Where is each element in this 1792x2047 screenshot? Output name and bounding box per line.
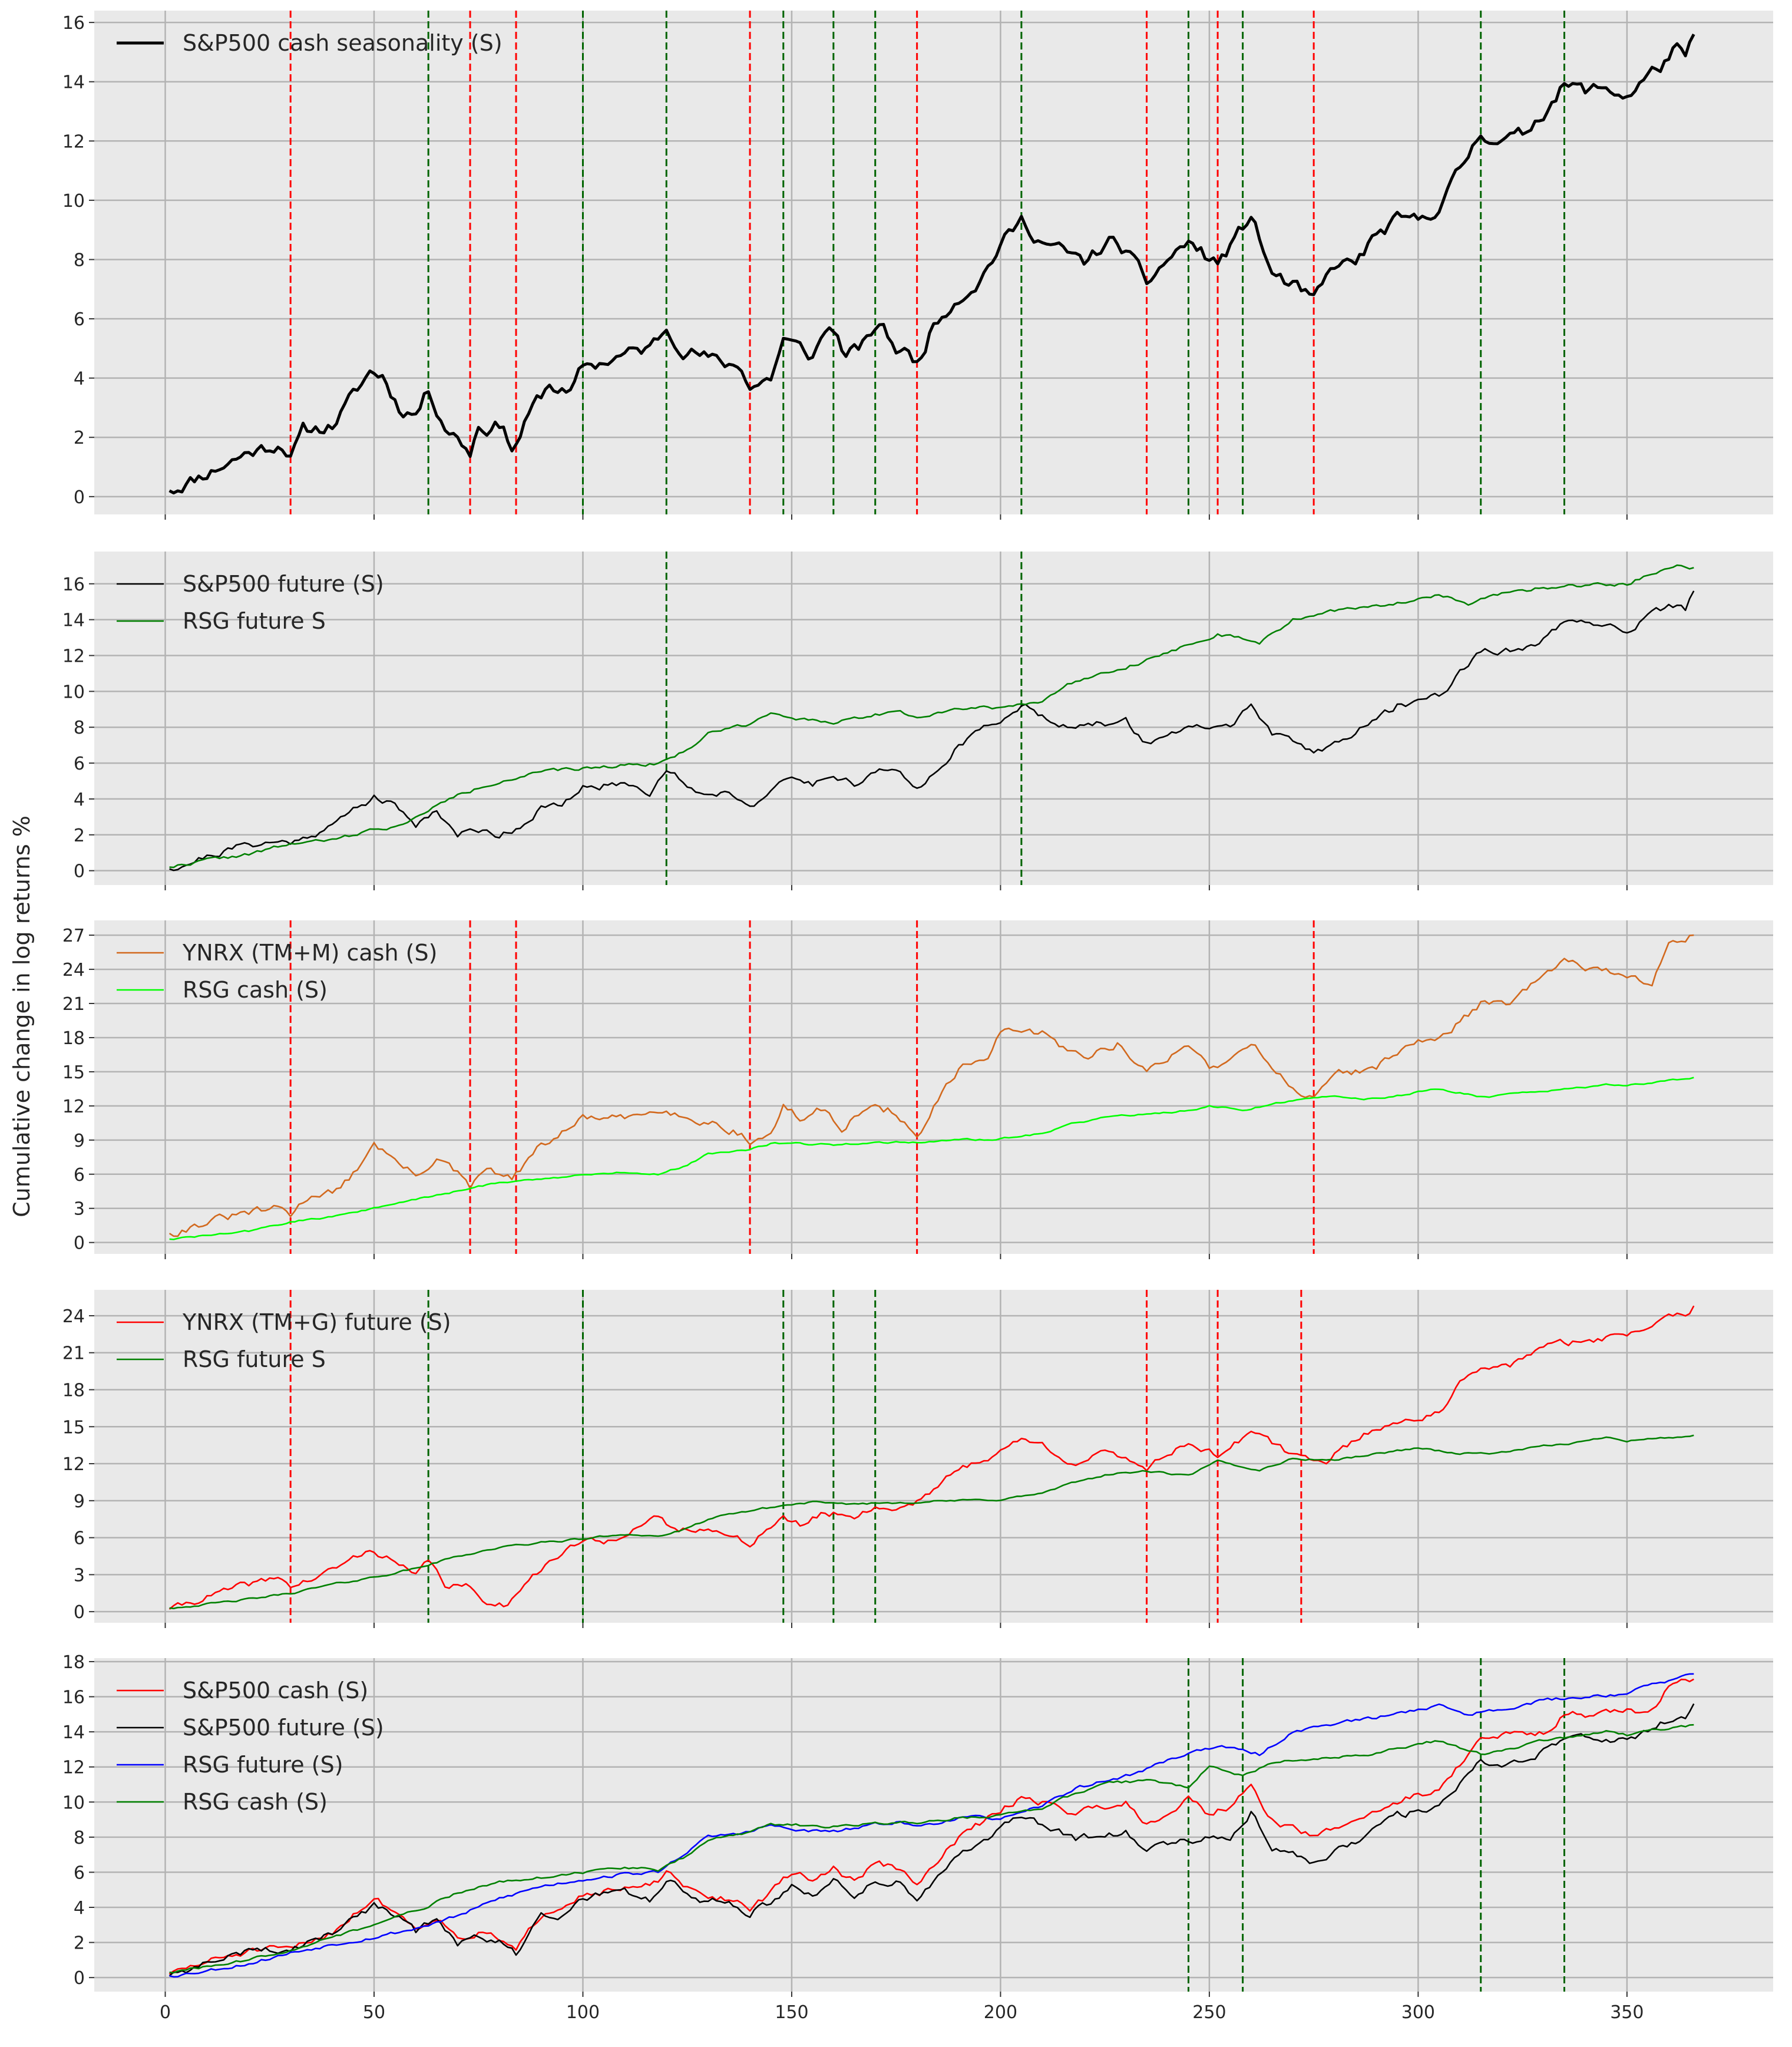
legend-label: S&P500 cash (S) — [183, 1678, 368, 1703]
y-tick-label: 14 — [62, 72, 85, 93]
series-line-4 — [169, 1724, 1694, 1974]
y-tick-label: 18 — [62, 1381, 85, 1401]
y-tick-label: 6 — [74, 754, 85, 774]
plot-layer — [168, 1290, 1695, 1623]
chart-panel-1: 0 2 4 6 8 10 12 14 16 S&P500 cash seasonality (S) — [62, 11, 1773, 520]
series-line-2 — [169, 564, 1694, 869]
y-tick-label: 4 — [74, 369, 85, 389]
y-tick-label: 6 — [74, 1863, 85, 1883]
y-tick-label: 10 — [62, 191, 85, 212]
chart-panel-4: 0 3 6 9 12 15 18 21 24 YNRX (TM+G) future (S) RSG … — [62, 1290, 1773, 1628]
legend: YNRX (TM+M) cash (S) RSG cash (S) — [117, 940, 437, 1003]
y-tick-label: 8 — [74, 250, 85, 270]
legend-label: YNRX (TM+M) cash (S) — [182, 940, 437, 966]
y-tick-label: 3 — [74, 1565, 85, 1586]
x-tick-label: 350 — [1610, 2002, 1644, 2023]
y-tick-label: 16 — [62, 1688, 85, 1708]
legend-label: RSG cash (S) — [183, 977, 328, 1003]
legend-label: S&P500 cash seasonality (S) — [183, 30, 502, 56]
y-tick-label: 16 — [62, 13, 85, 34]
y-tick-label: 12 — [62, 646, 85, 666]
plot-layer — [168, 11, 1695, 514]
y-tick-label: 2 — [74, 1933, 85, 1954]
x-tick-label: 100 — [566, 2002, 600, 2023]
chart-panel-5: 0 2 4 6 8 10 12 14 16 18 0 50 100 150 200 250 300 350 S&P5… — [62, 1652, 1773, 2023]
series-line-2 — [169, 1434, 1694, 1610]
y-tick-label: 16 — [62, 575, 85, 595]
y-axis-label: Cumulative change in log returns % — [9, 816, 35, 1217]
legend: S&P500 future (S) RSG future S — [117, 571, 384, 634]
series-line-2 — [168, 1703, 1695, 1977]
plot-area — [94, 1290, 1773, 1623]
plot-layer — [168, 1658, 1695, 1992]
legend-label: RSG future S — [183, 608, 326, 634]
x-tick-label: 50 — [363, 2002, 385, 2023]
legend-label: S&P500 future (S) — [183, 571, 384, 597]
y-tick-label: 15 — [62, 1417, 85, 1438]
y-tick-label: 8 — [74, 718, 85, 738]
x-tick-label: 300 — [1401, 2002, 1435, 2023]
y-tick-label: 6 — [74, 1165, 85, 1186]
x-tick-label: 0 — [160, 2002, 171, 2023]
y-tick-label: 18 — [62, 1028, 85, 1049]
y-tick-label: 0 — [74, 861, 85, 882]
y-tick-label: 6 — [74, 309, 85, 330]
plot-layer — [169, 552, 1695, 885]
y-tick-label: 0 — [74, 1968, 85, 1989]
y-tick-label: 12 — [62, 131, 85, 152]
legend: S&P500 cash seasonality (S) — [117, 30, 502, 56]
chart-panel-3: 0 3 6 9 12 15 18 21 24 27 YNRX (TM+M) cash (S) RSG … — [62, 920, 1773, 1259]
y-tick-label: 21 — [62, 994, 85, 1015]
y-tick-label: 10 — [62, 682, 85, 702]
plot-area — [94, 11, 1773, 514]
chart-panel-2: 0 2 4 6 8 10 12 14 16 S&P500 future (S) RSG future… — [62, 552, 1773, 890]
y-tick-label: 18 — [62, 1652, 85, 1673]
y-tick-label: 0 — [74, 1602, 85, 1623]
legend: S&P500 cash (S) S&P500 future (S) RSG futu… — [117, 1678, 384, 1815]
plot-layer — [168, 920, 1694, 1254]
legend-label: S&P500 future (S) — [183, 1715, 384, 1741]
y-tick-label: 6 — [74, 1528, 85, 1549]
legend-label: YNRX (TM+G) future (S) — [182, 1309, 451, 1335]
y-tick-label: 24 — [62, 960, 85, 980]
series-line-1 — [169, 590, 1695, 871]
series-line-3 — [169, 1673, 1694, 1978]
y-tick-label: 0 — [74, 1233, 85, 1254]
y-tick-label: 8 — [74, 1828, 85, 1848]
series-line-1 — [168, 1305, 1695, 1610]
y-tick-label: 14 — [62, 610, 85, 631]
y-tick-label: 2 — [74, 428, 85, 448]
y-tick-label: 15 — [62, 1062, 85, 1083]
y-tick-label: 9 — [74, 1131, 85, 1151]
legend-label: RSG future (S) — [183, 1752, 343, 1778]
series-line-2 — [169, 1077, 1694, 1240]
y-tick-label: 4 — [74, 1898, 85, 1919]
y-tick-label: 12 — [62, 1454, 85, 1475]
plot-area — [94, 920, 1773, 1254]
legend: YNRX (TM+G) future (S) RSG future S — [117, 1309, 451, 1372]
y-tick-label: 27 — [62, 926, 85, 946]
series-line-1 — [168, 34, 1695, 495]
y-tick-label: 0 — [74, 487, 85, 508]
legend-label: RSG future S — [183, 1346, 326, 1372]
y-tick-label: 24 — [62, 1306, 85, 1327]
y-tick-label: 3 — [74, 1199, 85, 1220]
x-tick-label: 200 — [984, 2002, 1017, 2023]
y-tick-label: 14 — [62, 1722, 85, 1743]
y-tick-label: 9 — [74, 1491, 85, 1512]
y-tick-label: 12 — [62, 1097, 85, 1117]
y-tick-label: 4 — [74, 790, 85, 810]
x-tick-label: 150 — [775, 2002, 808, 2023]
y-tick-label: 10 — [62, 1792, 85, 1813]
y-tick-label: 2 — [74, 826, 85, 846]
y-tick-label: 12 — [62, 1758, 85, 1778]
x-tick-label: 250 — [1192, 2002, 1226, 2023]
y-tick-label: 21 — [62, 1343, 85, 1364]
legend-label: RSG cash (S) — [183, 1789, 328, 1815]
series-line-1 — [168, 934, 1694, 1237]
